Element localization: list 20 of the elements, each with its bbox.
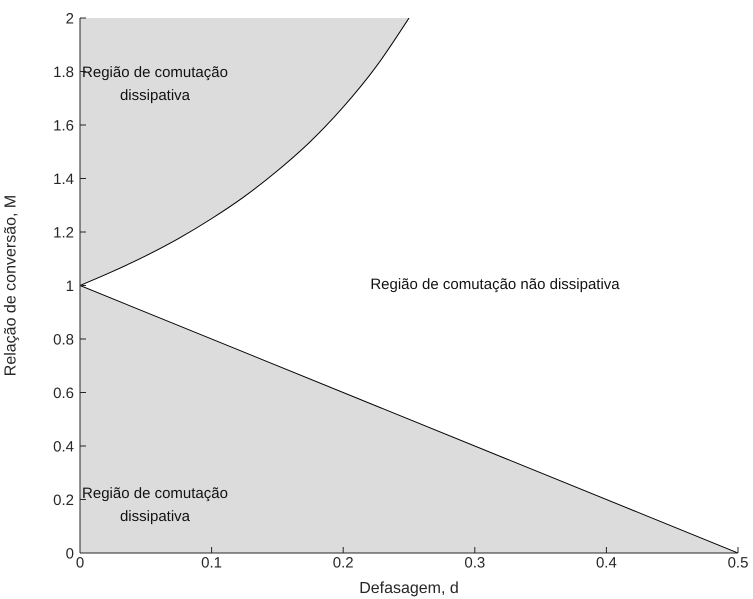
- annotation: Região de comutação não dissipativa: [370, 276, 620, 293]
- y-tick-label: 1: [66, 278, 74, 295]
- x-tick-label: 0.3: [464, 554, 486, 572]
- y-tick-label: 1.6: [53, 117, 74, 134]
- x-tick-label: 0.5: [728, 554, 748, 572]
- annotation: Região de comutação dissipativa: [82, 64, 228, 104]
- y-tick-label: 1.2: [53, 224, 74, 242]
- y-axis-title: Relação de conversão, M: [2, 194, 20, 376]
- y-tick-label: 2: [66, 10, 74, 28]
- x-tick-label: 0.1: [201, 554, 222, 572]
- y-tick-label: 0.2: [53, 492, 74, 509]
- y-tick-label: 1.4: [53, 170, 74, 188]
- x-axis-title: Defasagem, d: [359, 580, 459, 597]
- y-tick-label: 0.6: [53, 384, 74, 402]
- x-tick-label: 0.4: [596, 554, 617, 572]
- x-tick-label: 0.2: [332, 554, 354, 572]
- y-tick-label: 0.4: [53, 438, 74, 456]
- y-tick-label: 0.8: [53, 331, 74, 348]
- y-tick-label: 1.8: [53, 64, 74, 81]
- annotation: Região de comutação dissipativa: [82, 485, 228, 525]
